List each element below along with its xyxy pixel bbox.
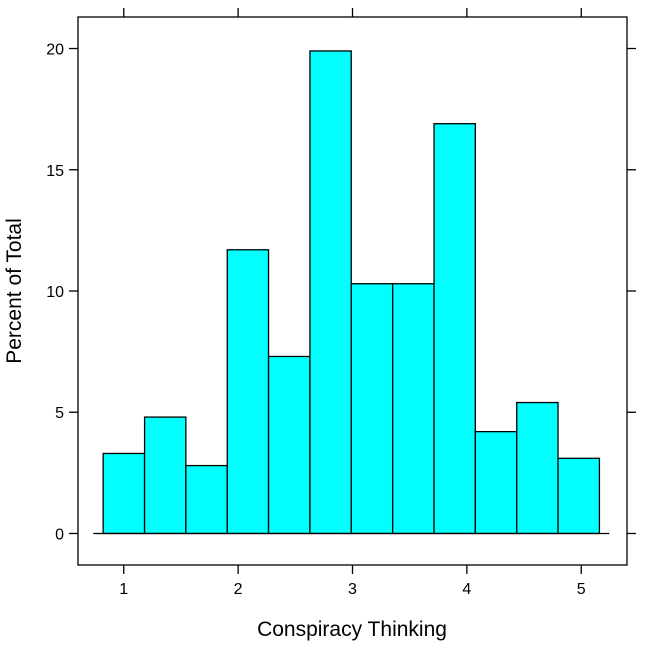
y-tick-label: 5 bbox=[55, 405, 64, 422]
histogram-bar bbox=[557, 457, 601, 535]
histogram-bar bbox=[474, 430, 518, 535]
x-tick-label: 2 bbox=[234, 581, 243, 598]
histogram-bar bbox=[185, 464, 228, 535]
histogram-bar bbox=[433, 123, 476, 535]
bars-group bbox=[102, 50, 601, 535]
y-axis-ticks: 0 5 10 15 20 bbox=[46, 42, 636, 543]
y-axis-title: Percent of Total bbox=[3, 218, 26, 364]
x-tick-label: 3 bbox=[348, 581, 357, 598]
histogram-bar bbox=[267, 355, 311, 535]
y-tick-label: 15 bbox=[46, 163, 64, 180]
y-tick-label: 10 bbox=[46, 284, 64, 301]
histogram-bar bbox=[350, 283, 394, 535]
histogram-bar bbox=[309, 50, 352, 535]
histogram-bar bbox=[391, 283, 435, 535]
histogram-bar bbox=[226, 249, 270, 535]
x-axis-ticks: 1 2 3 4 5 bbox=[119, 8, 586, 598]
x-tick-label: 1 bbox=[119, 581, 128, 598]
x-tick-label: 4 bbox=[462, 581, 471, 598]
y-tick-label: 20 bbox=[46, 42, 64, 59]
histogram-bar bbox=[143, 416, 187, 535]
histogram-bar bbox=[516, 401, 559, 535]
x-axis-title: Conspiracy Thinking bbox=[257, 618, 447, 641]
x-tick-label: 5 bbox=[577, 581, 586, 598]
y-tick-label: 0 bbox=[55, 526, 64, 543]
histogram-bar bbox=[102, 452, 146, 535]
